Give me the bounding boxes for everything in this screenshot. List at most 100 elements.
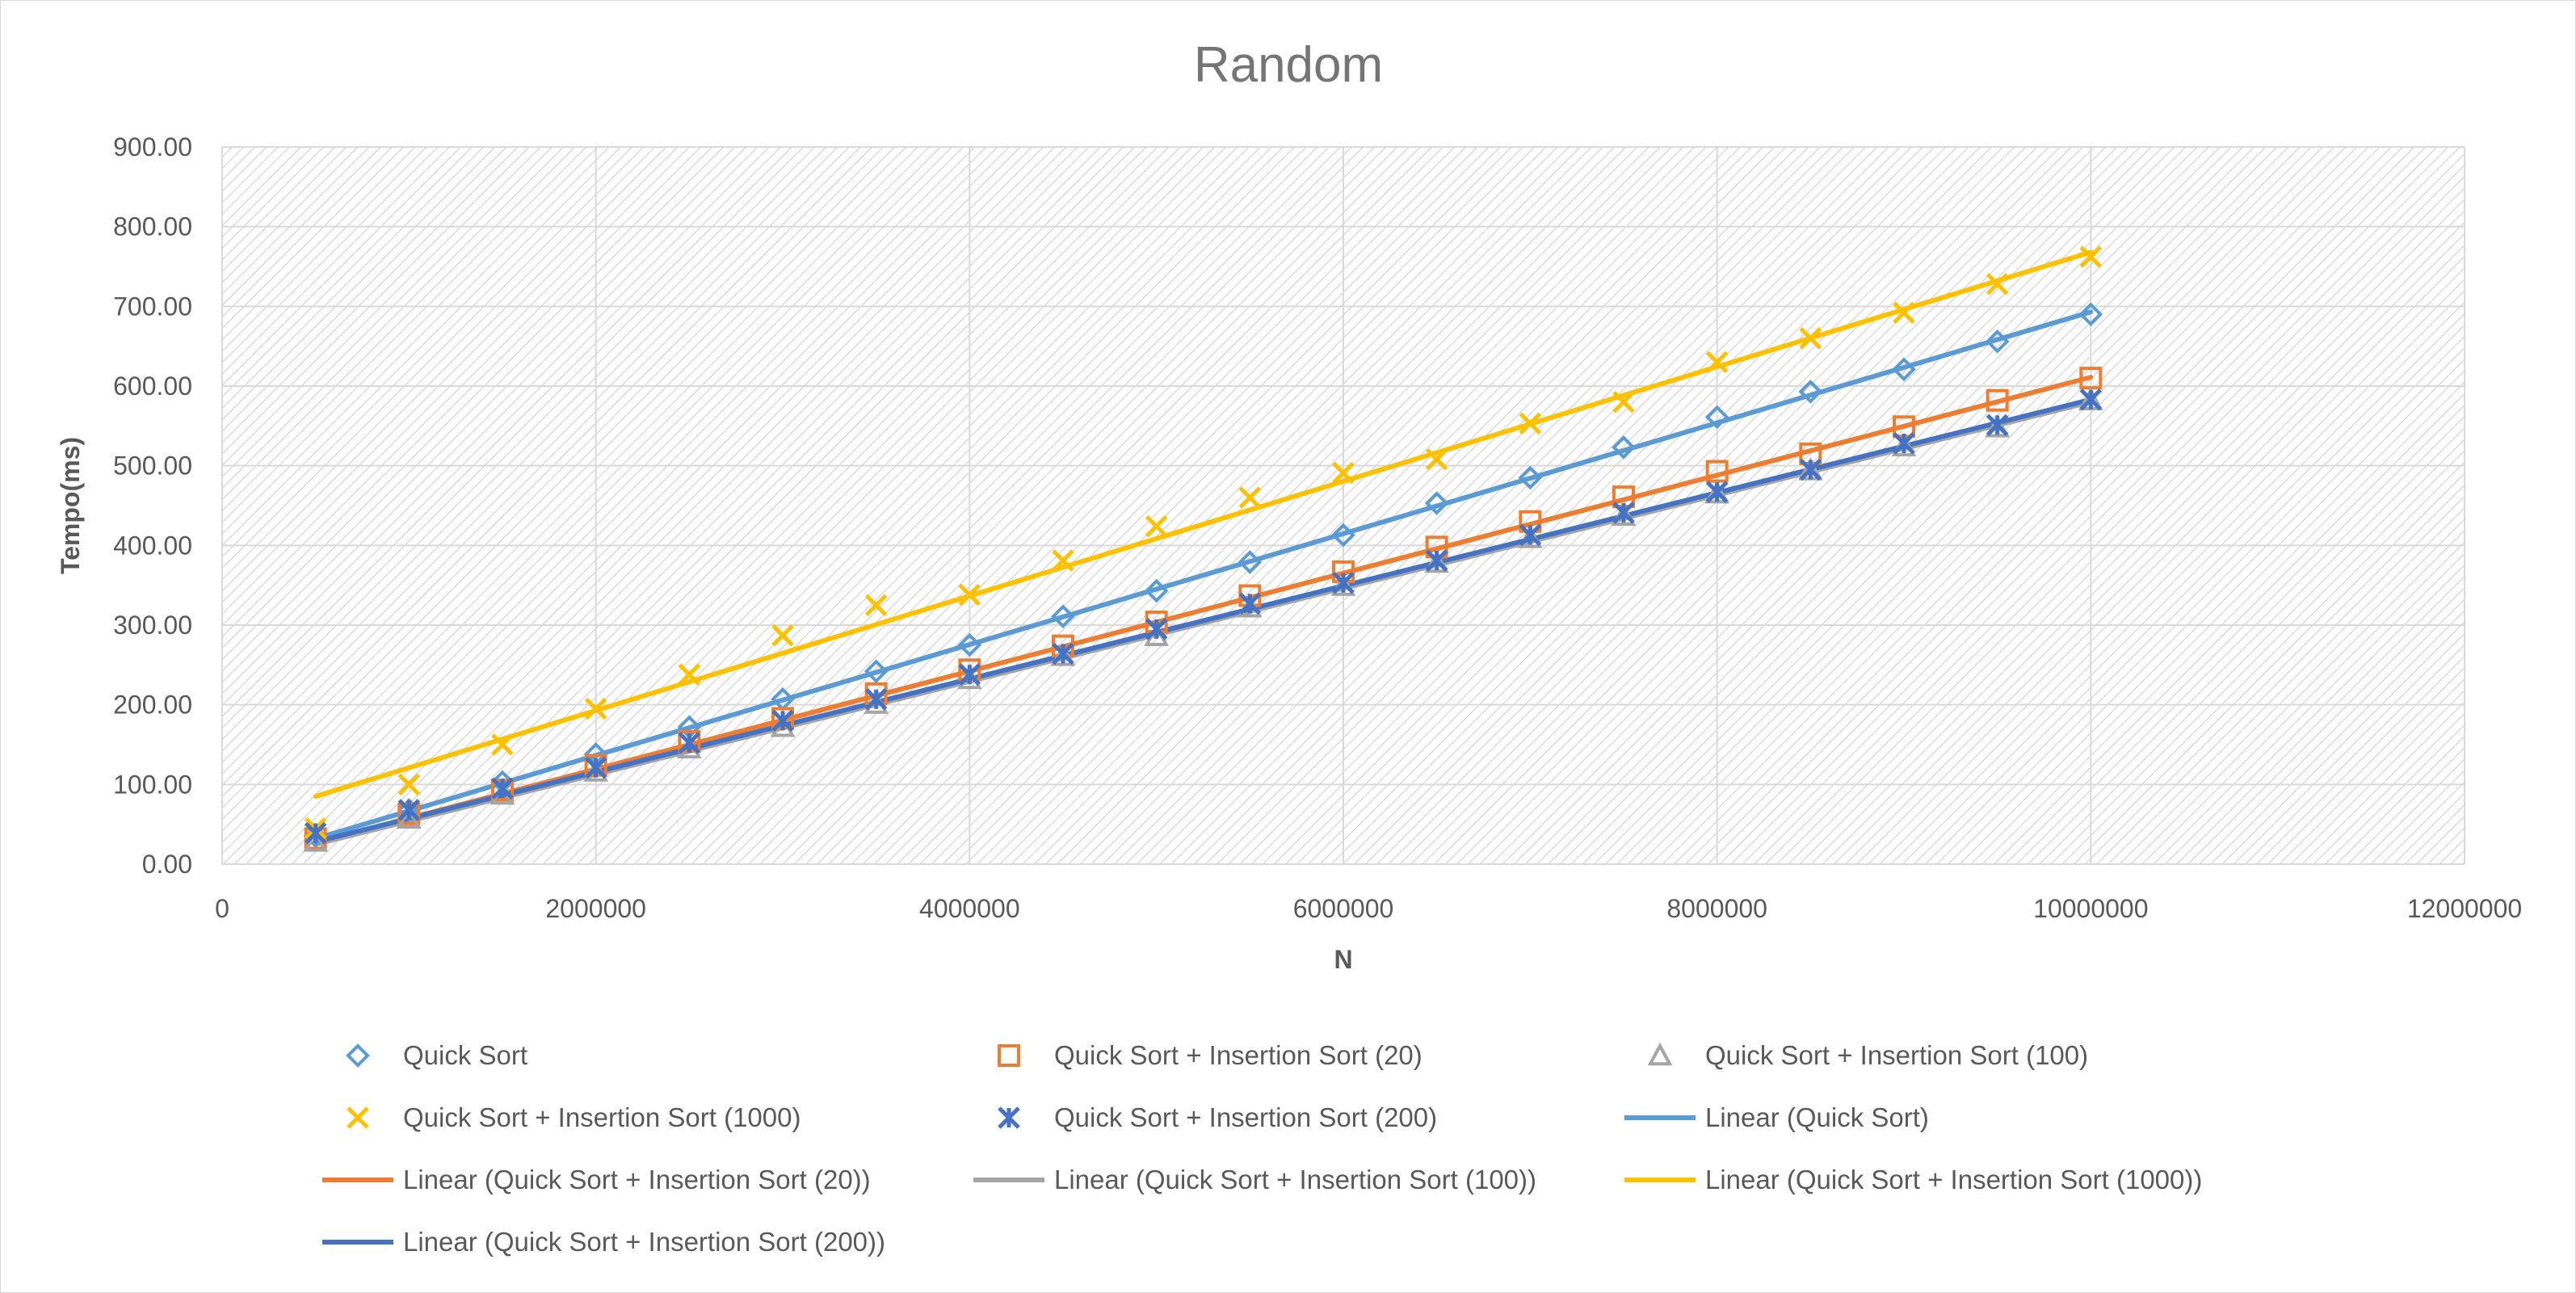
y-tick-label: 500.00 xyxy=(113,451,192,481)
data-point xyxy=(584,756,607,779)
data-point xyxy=(396,805,422,829)
data-point xyxy=(678,663,701,686)
legend-label: Quick Sort xyxy=(403,1040,527,1070)
data-point xyxy=(1612,390,1635,414)
data-point xyxy=(1145,618,1168,640)
data-point xyxy=(2079,246,2103,268)
legend-marker xyxy=(347,1106,369,1129)
data-point xyxy=(771,709,794,733)
y-tick-label: 800.00 xyxy=(113,212,192,241)
x-axis-ticks: 0 2000000 4000000 6000000 8000000 10000000 120… xyxy=(215,894,2522,923)
x-tick-label: 12000000 xyxy=(2407,894,2522,923)
data-point xyxy=(1799,458,1822,481)
data-point xyxy=(1705,351,1729,374)
y-tick-label: 200.00 xyxy=(113,691,192,720)
data-point xyxy=(1052,642,1074,665)
data-point xyxy=(1893,301,1915,324)
trendline xyxy=(313,250,2094,800)
data-point xyxy=(864,687,888,711)
legend-label: Linear (Quick Sort + Insertion Sort (100… xyxy=(1054,1165,1536,1194)
y-axis-label: Tempo(ms) xyxy=(56,437,85,574)
trendlines xyxy=(313,250,2094,847)
legend-label: Quick Sort + Insertion Sort (20) xyxy=(1054,1040,1422,1070)
legend-marker xyxy=(1647,1042,1673,1066)
data-point xyxy=(1238,486,1262,509)
data-point xyxy=(1892,357,1916,382)
x-tick-label: 8000000 xyxy=(1666,894,1767,923)
data-point xyxy=(678,732,701,754)
y-tick-label: 300.00 xyxy=(113,611,192,640)
data-point xyxy=(1238,592,1262,615)
data-point xyxy=(1612,435,1636,460)
grid-lines xyxy=(221,146,2465,865)
legend-label: Linear (Quick Sort + Insertion Sort (100… xyxy=(1705,1165,2202,1194)
data-point xyxy=(1424,549,1450,573)
data-markers xyxy=(303,246,2103,852)
data-point xyxy=(957,632,982,657)
data-point xyxy=(1986,414,2009,437)
data-point xyxy=(1332,571,1355,594)
legend-label: Quick Sort + Insertion Sort (200) xyxy=(1054,1102,1437,1132)
x-axis-label: N xyxy=(1334,945,1352,974)
trendline xyxy=(313,309,2094,842)
y-tick-label: 400.00 xyxy=(113,531,192,560)
data-point xyxy=(1424,491,1449,515)
data-point xyxy=(1704,405,1729,430)
legend-marker xyxy=(346,1043,370,1068)
data-point xyxy=(1332,461,1355,485)
y-tick-label: 0.00 xyxy=(142,850,192,879)
y-tick-label: 700.00 xyxy=(113,292,192,321)
data-point xyxy=(1704,480,1730,504)
data-point xyxy=(1986,272,2009,296)
data-point xyxy=(1144,578,1169,603)
data-point xyxy=(1145,514,1168,538)
data-point xyxy=(1518,465,1543,490)
chart-title: Random xyxy=(1194,37,1383,93)
legend-label: Linear (Quick Sort) xyxy=(1705,1102,1929,1132)
series-markers xyxy=(304,246,2103,840)
legend-label: Quick Sort + Insertion Sort (1000) xyxy=(403,1102,801,1132)
data-point xyxy=(1985,414,2011,438)
data-point xyxy=(771,624,794,647)
data-point xyxy=(1238,550,1263,574)
legend-label: Linear (Quick Sort + Insertion Sort (20)… xyxy=(403,1165,871,1194)
data-point xyxy=(1331,523,1355,548)
legend-marker xyxy=(998,1106,1020,1129)
data-point xyxy=(1612,502,1635,524)
legend: Quick Sort Quick Sort + Insertion Sort (2… xyxy=(322,1040,2202,1257)
trendline xyxy=(313,397,2094,845)
data-point xyxy=(584,697,607,720)
data-point xyxy=(491,733,514,756)
trendline xyxy=(313,375,2094,846)
y-tick-label: 900.00 xyxy=(113,132,192,162)
data-point xyxy=(491,777,514,800)
data-point xyxy=(864,594,888,617)
y-axis-ticks: 0.00 100.00 200.00 300.00 400.00 500.00 600.00… xyxy=(113,132,192,879)
data-point xyxy=(1519,412,1542,435)
data-point xyxy=(1051,604,1075,628)
legend-label: Quick Sort + Insertion Sort (100) xyxy=(1705,1040,2088,1070)
data-point xyxy=(1425,448,1448,471)
data-point xyxy=(2079,388,2103,411)
data-point xyxy=(958,663,981,686)
data-point xyxy=(1425,549,1448,572)
data-point xyxy=(1050,643,1076,666)
x-tick-label: 0 xyxy=(215,894,229,923)
data-point xyxy=(1799,327,1822,350)
series-markers xyxy=(304,388,2103,845)
x-tick-label: 10000000 xyxy=(2033,894,2148,923)
data-point xyxy=(1519,523,1542,547)
y-tick-label: 600.00 xyxy=(113,372,192,401)
data-point xyxy=(397,773,421,796)
data-point xyxy=(2078,302,2103,327)
data-point xyxy=(1705,481,1729,503)
data-point xyxy=(304,821,327,845)
x-tick-label: 2000000 xyxy=(545,894,646,923)
x-tick-label: 6000000 xyxy=(1293,894,1394,923)
data-point xyxy=(958,583,981,607)
legend-marker xyxy=(998,1044,1020,1067)
y-tick-label: 100.00 xyxy=(113,770,192,799)
data-point xyxy=(1798,380,1823,404)
data-point xyxy=(1893,432,1915,455)
